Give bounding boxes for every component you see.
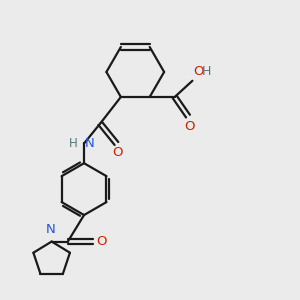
Text: O: O xyxy=(96,235,106,248)
Text: O: O xyxy=(184,120,195,133)
Text: O: O xyxy=(113,146,123,159)
Text: O: O xyxy=(193,65,203,78)
Text: N: N xyxy=(85,137,95,150)
Text: H: H xyxy=(202,65,211,78)
Text: H: H xyxy=(69,137,78,150)
Text: N: N xyxy=(46,223,56,236)
